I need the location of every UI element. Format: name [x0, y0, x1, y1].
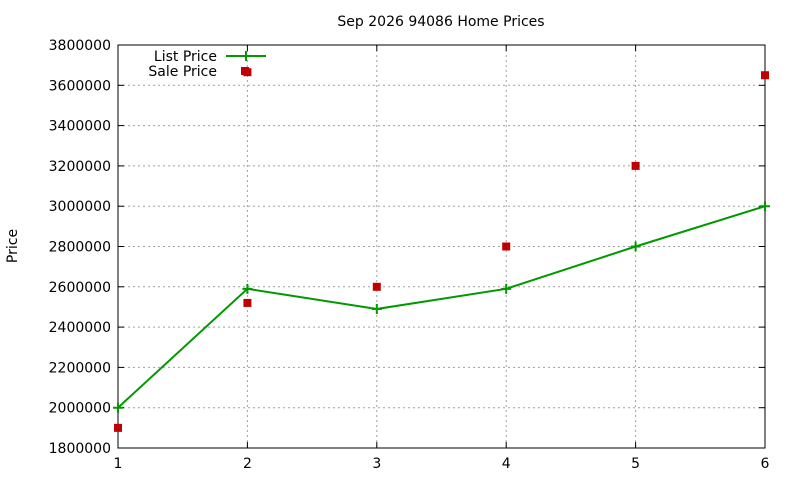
- sale-price-point: [761, 71, 769, 80]
- legend-label-sale-price: Sale Price: [148, 64, 217, 80]
- list-price-point: [242, 283, 253, 294]
- list-price-point: [630, 241, 641, 252]
- y-tick-label: 3600000: [49, 78, 111, 94]
- grid-lines: [118, 45, 765, 448]
- y-tick-label: 2000000: [49, 401, 111, 417]
- x-tick-label: 4: [502, 456, 511, 472]
- y-tick-label: 1800000: [49, 441, 111, 457]
- legend-marker-sale-price: [241, 67, 249, 75]
- y-tick-label: 2800000: [49, 240, 111, 256]
- x-tick-label: 5: [631, 456, 640, 472]
- y-tick-label: 2400000: [49, 320, 111, 336]
- sale-price-point: [114, 423, 122, 432]
- plot-frame: [117, 44, 766, 449]
- y-tick-label: 3200000: [49, 159, 111, 175]
- x-tick-label: 2: [243, 456, 252, 472]
- chart-title: Sep 2026 94086 Home Prices: [337, 14, 544, 30]
- y-tick-label: 2200000: [49, 360, 111, 376]
- y-axis-label: Price: [5, 229, 21, 263]
- sale-price-point: [631, 161, 640, 170]
- sale-price-point: [372, 282, 381, 291]
- legend-label-list-price: List Price: [154, 49, 217, 65]
- x-tick-label: 1: [114, 456, 123, 472]
- y-tick-label: 2600000: [49, 280, 111, 296]
- sale-price-point: [502, 242, 511, 251]
- list-price-point: [113, 402, 123, 413]
- list-price-point: [501, 283, 512, 294]
- series-layer: [113, 68, 770, 432]
- y-tick-label: 3400000: [49, 119, 111, 135]
- y-tick-label: 3800000: [49, 38, 111, 54]
- x-tick-label: 3: [372, 456, 381, 472]
- sale-price-point: [243, 298, 252, 307]
- axis-ticks: 1800000 2000000 2200000 2400000 2600000 28000…: [49, 38, 770, 472]
- legend: List Price Sale Price: [148, 49, 266, 80]
- y-tick-label: 3000000: [49, 199, 111, 215]
- list-price-line: [117, 205, 766, 409]
- x-tick-label: 6: [761, 456, 770, 472]
- list-price-point: [371, 303, 382, 314]
- list-price-point: [760, 201, 770, 212]
- legend-marker-list-price: [241, 51, 251, 61]
